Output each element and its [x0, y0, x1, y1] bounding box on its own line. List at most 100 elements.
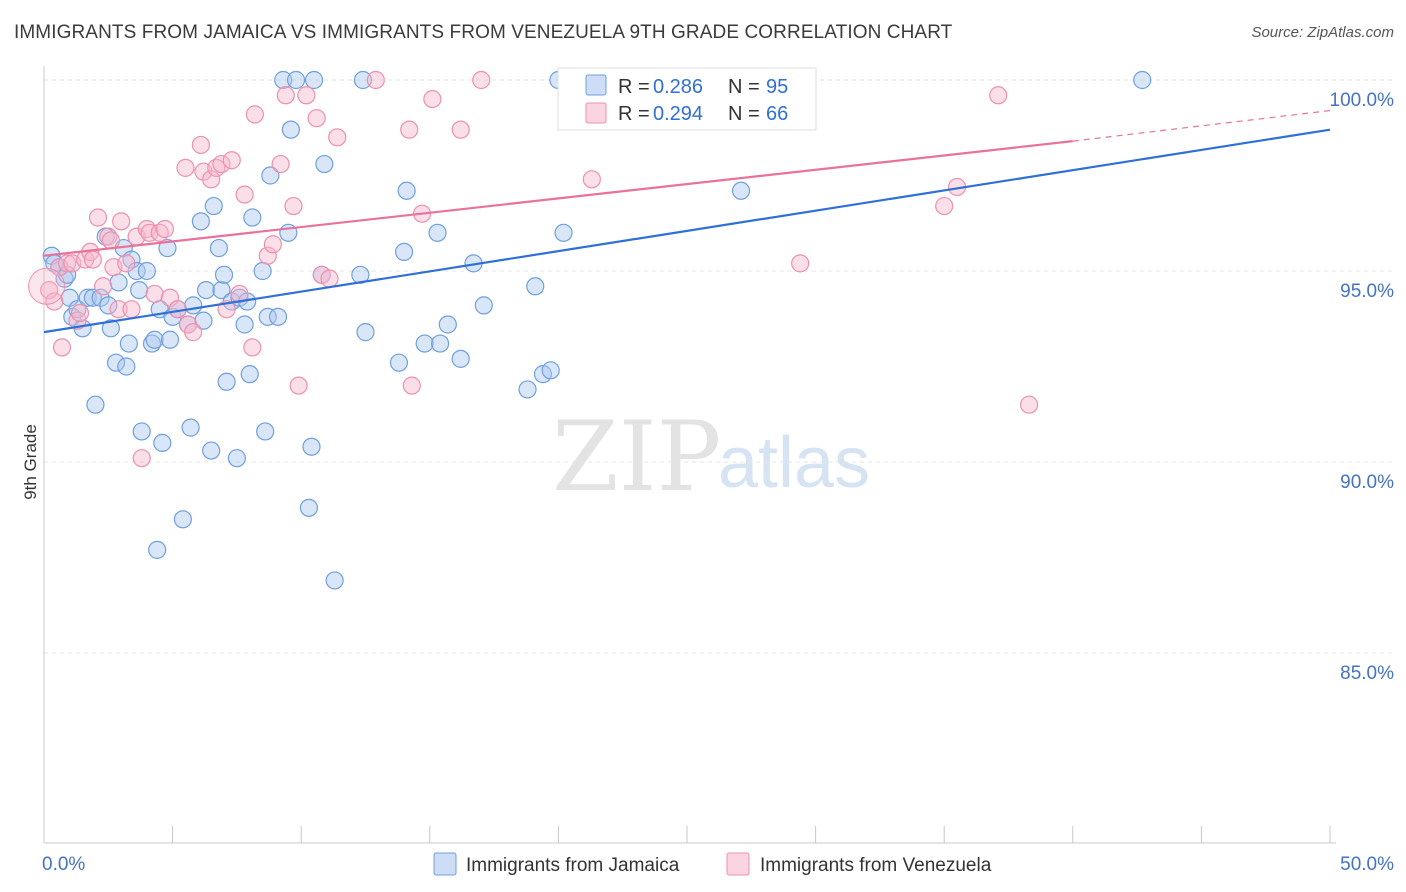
venezuela-point-0 — [40, 281, 59, 300]
venezuela-point-4 — [58, 254, 77, 273]
jamaica-point-19 — [117, 357, 136, 376]
venezuela-point-56 — [402, 376, 421, 395]
jamaica-point-20 — [119, 334, 138, 353]
series-legend: Immigrants from Jamaica Immigrants from … — [433, 852, 992, 876]
bottom-legend-label-venezuela: Immigrants from Venezuela — [760, 855, 992, 876]
jamaica-point-32 — [160, 330, 180, 349]
venezuela-point-31 — [184, 323, 203, 342]
venezuela-cluster-point — [28, 267, 66, 305]
jamaica-point-88 — [554, 223, 573, 242]
jamaica-point-60 — [274, 70, 293, 90]
venezuela-point-44 — [263, 235, 283, 254]
jamaica-point-63 — [286, 70, 306, 90]
trend-lines — [43, 109, 1331, 334]
bottom-legend-label-jamaica: Immigrants from Jamaica — [466, 855, 680, 876]
jamaica-point-44 — [209, 238, 228, 258]
jamaica-point-46 — [214, 265, 234, 284]
jamaica-point-14 — [99, 296, 118, 315]
x-tick-label-max: 50.0% — [1340, 854, 1394, 875]
jamaica-point-74 — [394, 242, 414, 261]
venezuela-point-34 — [202, 170, 221, 189]
jamaica-point-66 — [304, 70, 324, 90]
venezuela-point-63 — [935, 196, 954, 216]
jamaica-point-9 — [78, 288, 97, 307]
watermark-zip: ZIP — [552, 401, 721, 513]
jamaica-point-82 — [474, 296, 493, 315]
venezuela-point-19 — [122, 300, 141, 319]
jamaica-point-39 — [191, 212, 210, 231]
jamaica-point-11 — [86, 395, 105, 414]
legend-swatch-venezuela — [585, 102, 607, 124]
jamaica-point-49 — [227, 449, 246, 468]
venezuela-point-21 — [132, 449, 151, 468]
venezuela-point-3 — [52, 338, 72, 357]
venezuela-point-38 — [222, 151, 241, 170]
venezuela-point-7 — [70, 303, 90, 323]
jamaica-point-68 — [315, 154, 334, 174]
venezuela-point-17 — [112, 212, 131, 231]
venezuela-point-1 — [45, 292, 64, 311]
jamaica-point-72 — [356, 323, 375, 342]
jamaica-point-62 — [281, 120, 301, 139]
jamaica-point-10 — [83, 288, 102, 307]
jamaica-point-27 — [145, 330, 164, 349]
x-tick-label-min: 0.0% — [42, 854, 85, 875]
venezuela-point-45 — [271, 154, 290, 174]
jamaica-point-91 — [1133, 70, 1152, 90]
legend-r-label-venezuela: R = — [618, 103, 650, 125]
jamaica-point-17 — [109, 273, 128, 292]
venezuela-point-10 — [83, 250, 102, 269]
bottom-legend-swatch-jamaica — [433, 852, 457, 876]
jamaica-point-51 — [235, 315, 254, 334]
legend-swatch-jamaica — [585, 74, 607, 96]
jamaica-point-90 — [731, 181, 751, 200]
venezuela-point-49 — [297, 86, 316, 105]
jamaica-point-86 — [541, 361, 560, 380]
jamaica-point-24 — [132, 422, 151, 441]
jamaica-point-54 — [243, 208, 262, 227]
trend-line-venezuela — [43, 140, 1073, 257]
jamaica-point-41 — [196, 281, 216, 300]
jamaica-point-16 — [106, 353, 126, 372]
venezuela-point-65 — [989, 86, 1008, 105]
venezuela-point-58 — [423, 89, 442, 109]
jamaica-point-71 — [353, 70, 373, 90]
jamaica-point-25 — [137, 261, 156, 281]
y-tick-label-95: 95.0% — [1340, 281, 1394, 302]
jamaica-point-40 — [194, 311, 213, 330]
jamaica-point-38 — [184, 296, 203, 315]
jamaica-point-12 — [91, 288, 110, 307]
legend-n-label-venezuela: N = — [728, 103, 760, 125]
jamaica-point-59 — [268, 307, 288, 326]
jamaica-point-43 — [204, 196, 223, 216]
venezuela-point-54 — [366, 70, 385, 90]
jamaica-point-47 — [217, 372, 236, 391]
jamaica-point-37 — [181, 418, 200, 437]
jamaica-point-23 — [130, 281, 149, 300]
legend-n-label-jamaica: N = — [728, 76, 760, 98]
jamaica-point-77 — [428, 223, 447, 242]
jamaica-point-75 — [397, 181, 416, 200]
jamaica-point-73 — [389, 353, 409, 372]
y-tick-label-100: 100.0% — [1330, 90, 1395, 111]
jamaica-point-30 — [153, 433, 172, 452]
legend-n-value-jamaica: 95 — [766, 76, 788, 98]
venezuela-point-14 — [101, 231, 120, 250]
venezuela-point-24 — [145, 284, 164, 304]
venezuela-point-32 — [191, 135, 210, 155]
venezuela-point-29 — [176, 158, 195, 177]
jamaica-point-76 — [415, 334, 434, 353]
venezuela-point-50 — [307, 109, 326, 128]
jamaica-point-56 — [256, 422, 275, 441]
jamaica-point-31 — [158, 238, 177, 258]
venezuela-point-40 — [235, 185, 254, 204]
legend-n-value-venezuela: 66 — [766, 103, 788, 125]
venezuela-point-18 — [117, 254, 136, 273]
venezuela-point-36 — [212, 154, 231, 174]
y-tick-label-85: 85.0% — [1340, 663, 1394, 684]
jamaica-point-84 — [526, 277, 545, 296]
jamaica-point-64 — [299, 498, 319, 517]
stats-legend: R = 0.286 N = 95 R = 0.294 N = 66 — [557, 67, 817, 131]
trend-line-jamaica — [43, 128, 1331, 334]
